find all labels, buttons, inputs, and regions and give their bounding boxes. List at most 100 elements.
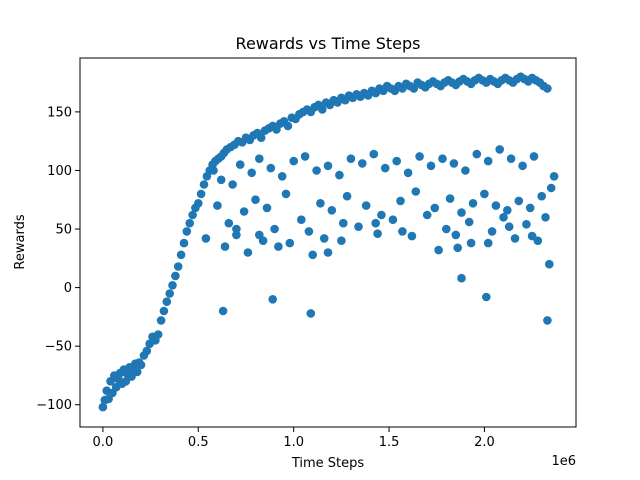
data-point: [142, 346, 152, 356]
data-point: [327, 206, 337, 215]
data-point: [243, 248, 253, 257]
data-point: [179, 238, 189, 248]
data-point: [153, 330, 163, 339]
data-point: [323, 248, 333, 257]
data-point: [426, 161, 436, 171]
data-point: [216, 175, 226, 185]
data-point: [483, 156, 493, 166]
data-point: [449, 159, 459, 168]
x-axis-ticks: 0.0 0.5 1.0 1.5 2.0: [93, 427, 495, 450]
data-point: [545, 259, 554, 269]
x-axis-offset-label: 1e6: [551, 454, 576, 469]
data-point: [411, 187, 421, 196]
data-point: [319, 234, 329, 243]
data-point: [232, 230, 241, 240]
data-point: [522, 220, 531, 229]
data-point: [549, 172, 559, 181]
data-point: [127, 372, 136, 381]
data-point: [487, 227, 497, 236]
data-point: [398, 227, 407, 236]
y-tick-label: 100: [47, 164, 72, 179]
data-point: [396, 196, 405, 206]
y-tick-label: 50: [55, 223, 72, 238]
data-point: [289, 156, 299, 166]
data-point: [533, 236, 543, 245]
y-tick-label: −100: [36, 398, 72, 413]
data-point: [228, 180, 237, 189]
data-point: [270, 224, 279, 234]
data-points: [98, 72, 559, 412]
data-point: [266, 163, 276, 173]
data-point: [182, 227, 192, 236]
data-point: [388, 215, 398, 224]
data-point: [335, 170, 344, 180]
data-point: [188, 210, 197, 220]
data-point: [165, 289, 174, 298]
data-point: [300, 152, 310, 161]
data-point: [464, 217, 474, 227]
x-axis-title: Time Steps: [291, 456, 365, 471]
data-point: [235, 160, 245, 169]
y-axis-ticks: −100 −50 0 50 100 150: [36, 105, 80, 413]
data-point: [392, 156, 402, 166]
data-point: [537, 191, 546, 201]
data-point: [201, 234, 211, 243]
data-point: [224, 218, 234, 228]
data-point: [543, 84, 552, 93]
data-point: [373, 229, 382, 238]
data-point: [442, 224, 451, 234]
data-point: [472, 149, 482, 159]
plot-frame: [79, 57, 577, 428]
data-point: [461, 166, 470, 175]
data-point: [525, 203, 535, 213]
data-point: [312, 166, 321, 175]
data-point: [377, 210, 386, 220]
data-point: [491, 201, 501, 210]
data-point: [318, 105, 327, 114]
data-point: [171, 271, 180, 281]
data-point: [285, 238, 295, 248]
data-point: [480, 189, 489, 199]
data-point: [220, 242, 230, 251]
data-point: [483, 238, 493, 248]
x-tick-label: 0.5: [188, 435, 209, 450]
data-point: [518, 161, 527, 171]
y-tick-label: −50: [45, 340, 72, 355]
data-point: [173, 262, 183, 271]
y-axis-title: Rewards: [13, 214, 28, 269]
data-point: [268, 295, 278, 304]
chart-title: Rewards vs Time Steps: [236, 34, 421, 53]
data-point: [358, 159, 367, 168]
data-point: [337, 236, 346, 245]
data-point: [529, 152, 539, 161]
data-point: [546, 183, 556, 193]
data-point: [162, 297, 172, 307]
data-point: [543, 316, 552, 325]
data-point: [510, 234, 520, 243]
data-point: [199, 180, 209, 189]
data-point: [371, 218, 381, 228]
data-point: [283, 121, 293, 131]
data-point: [304, 227, 314, 236]
data-point: [159, 306, 169, 316]
data-point: [430, 203, 440, 213]
data-point: [308, 250, 318, 260]
data-point: [445, 194, 455, 203]
data-point: [527, 231, 537, 241]
data-point: [503, 206, 512, 215]
data-point: [506, 154, 516, 163]
data-point: [369, 149, 379, 159]
data-point: [466, 238, 476, 248]
data-point: [98, 402, 108, 412]
data-point: [176, 250, 186, 260]
data-point: [457, 273, 466, 283]
data-point: [239, 207, 249, 216]
data-point: [256, 133, 266, 142]
data-point: [499, 213, 508, 222]
data-point: [504, 222, 514, 231]
data-point: [254, 230, 264, 240]
data-point: [316, 199, 325, 208]
data-point: [281, 189, 291, 199]
